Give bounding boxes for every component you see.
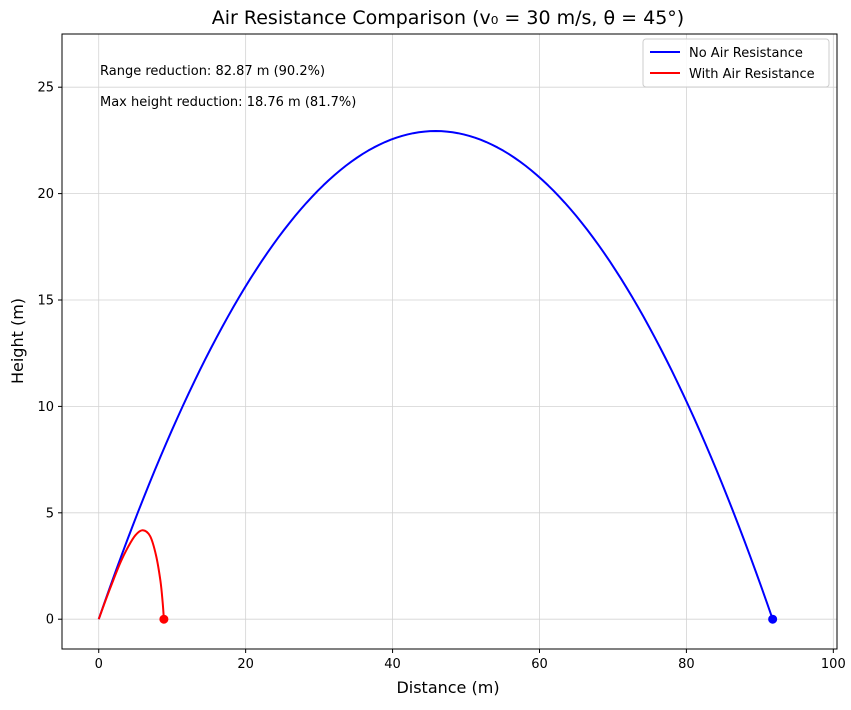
x-tick-label: 60 [531, 657, 548, 672]
legend-box [642, 38, 830, 88]
y-tick-label: 15 [37, 294, 54, 309]
legend-label-with-air: With Air Resistance [689, 67, 815, 82]
plot-frame [61, 33, 838, 650]
chart-title: Air Resistance Comparison (v₀ = 30 m/s, … [212, 7, 684, 29]
series-line-no-air-resistance [97, 130, 774, 620]
x-tick-label: 20 [237, 657, 254, 672]
landing-point-with-air-resistance [159, 614, 169, 624]
axis-ticks: 0 20 40 60 80 100 0 5 10 15 20 25 [37, 81, 845, 672]
y-tick-label: 10 [37, 400, 54, 415]
y-tick-label: 5 [46, 506, 54, 521]
series-layer [97, 130, 778, 624]
height-reduction-annotation: Max height reduction: 18.76 m (81.7%) [100, 95, 356, 110]
landing-point-no-air-resistance [768, 614, 778, 624]
legend: No Air Resistance With Air Resistance [642, 38, 830, 88]
x-axis-title: Distance (m) [396, 678, 499, 697]
series-line-with-air-resistance [97, 529, 165, 620]
y-tick-label: 0 [46, 613, 54, 628]
legend-label-no-air: No Air Resistance [689, 46, 803, 61]
x-tick-label: 100 [821, 657, 846, 672]
grid-lines [62, 34, 837, 649]
x-tick-label: 40 [384, 657, 401, 672]
x-tick-label: 80 [678, 657, 695, 672]
y-tick-label: 25 [37, 81, 54, 96]
x-tick-label: 0 [95, 657, 103, 672]
range-reduction-annotation: Range reduction: 82.87 m (90.2%) [100, 64, 325, 79]
y-tick-label: 20 [37, 187, 54, 202]
y-axis-title: Height (m) [8, 298, 27, 384]
